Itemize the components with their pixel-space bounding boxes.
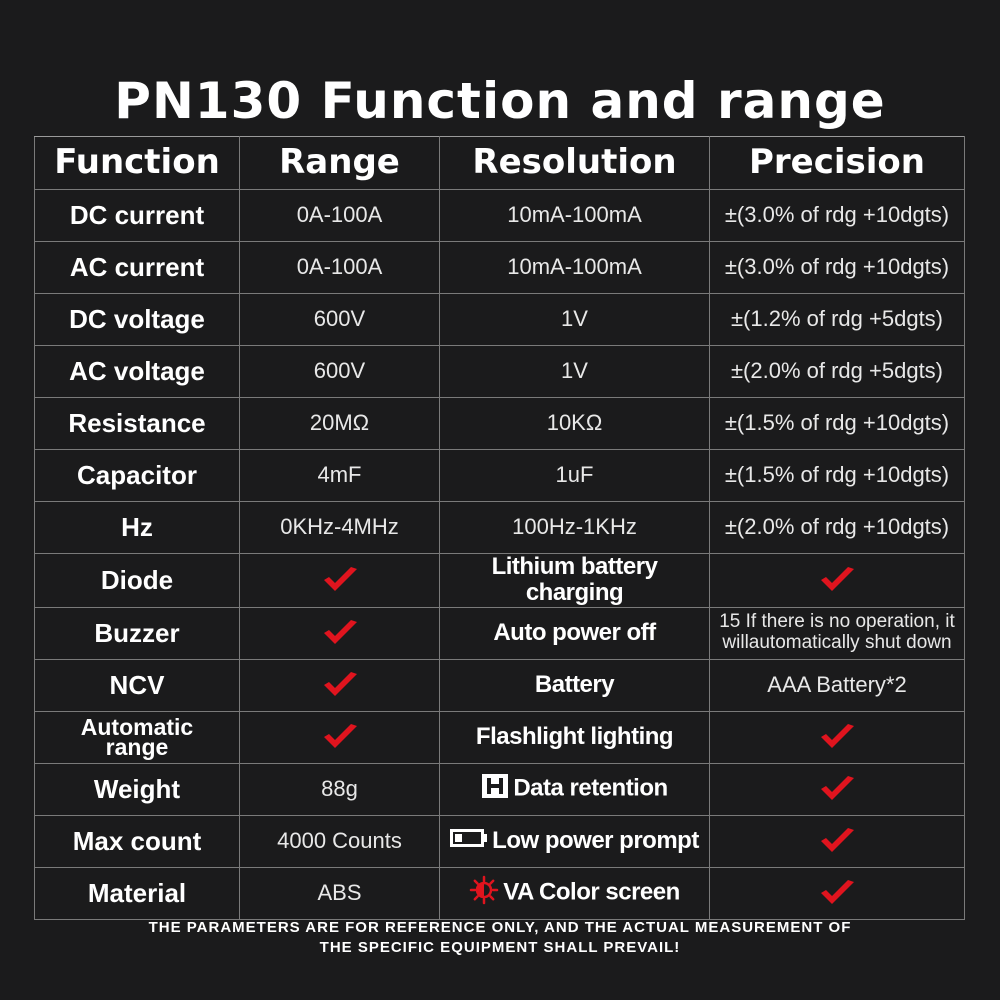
feature-cell: Flashlight lighting: [439, 710, 710, 764]
function-cell: Max count: [34, 814, 240, 868]
page-title: PN130 Function and range: [114, 72, 886, 130]
feature-label: Data retention: [513, 774, 668, 802]
function-cell: Capacitor: [34, 449, 240, 502]
precision-cell: ±(1.2% of rdg +5dgts): [709, 293, 965, 346]
precision-cell: ±(2.0% of rdg +5dgts): [709, 345, 965, 398]
disclaimer-line: THE SPECIFIC EQUIPMENT SHALL PREVAIL!: [319, 939, 681, 956]
feature-cell: Low power prompt: [439, 814, 710, 868]
resolution-cell: 10mA-100mA: [439, 189, 710, 242]
range-cell: 0A-100A: [239, 189, 440, 242]
resolution-cell: 10KΩ: [439, 397, 710, 450]
header-range: Range: [239, 136, 440, 190]
value-cell: AAA Battery*2: [709, 658, 965, 712]
table-row: Material ABS: [34, 866, 965, 920]
table-row: Capacitor 4mF 1uF ±(1.5% of rdg +10dgts): [34, 449, 965, 502]
resolution-cell: 1V: [439, 345, 710, 398]
resolution-cell: 1V: [439, 293, 710, 346]
resolution-cell: 100Hz-1KHz: [439, 501, 710, 554]
checkmark-icon: [817, 565, 857, 595]
range-cell: 600V: [239, 345, 440, 398]
disclaimer: THE PARAMETERS ARE FOR REFERENCE ONLY, A…: [0, 918, 1000, 958]
header-precision: Precision: [709, 136, 965, 190]
value-cell: 15 If there is no operation, it willauto…: [709, 606, 965, 660]
function-cell: AC voltage: [34, 345, 240, 398]
spec-table: Function Range Resolution Precision DC c…: [34, 136, 965, 920]
checkmark-icon: [320, 722, 360, 752]
feature-cell: VA Color screen: [439, 866, 710, 920]
header-function: Function: [34, 136, 240, 190]
hold-icon: [481, 773, 509, 805]
disclaimer-line: THE PARAMETERS ARE FOR REFERENCE ONLY, A…: [148, 919, 852, 936]
value-line: willautomatically shut down: [722, 632, 952, 654]
table-row: DC current 0A-100A 10mA-100mA ±(3.0% of …: [34, 189, 965, 242]
range-cell: 4mF: [239, 449, 440, 502]
function-cell: Automatic range: [34, 710, 240, 764]
feature-cell: Auto power off: [439, 606, 710, 660]
brightness-icon: [469, 875, 499, 911]
function-cell: Material: [34, 866, 240, 920]
function-cell: DC current: [34, 189, 240, 242]
function-cell: NCV: [34, 658, 240, 712]
function-cell: Resistance: [34, 397, 240, 450]
table-header-row: Function Range Resolution Precision: [34, 136, 965, 190]
range-cell: 0A-100A: [239, 241, 440, 294]
checkmark-icon: [817, 774, 857, 804]
range-cell: 600V: [239, 293, 440, 346]
range-cell: ABS: [239, 866, 440, 920]
precision-cell: ±(3.0% of rdg +10dgts): [709, 189, 965, 242]
resolution-cell: 10mA-100mA: [439, 241, 710, 294]
table-row: DC voltage 600V 1V ±(1.2% of rdg +5dgts): [34, 293, 965, 346]
table-row: AC current 0A-100A 10mA-100mA ±(3.0% of …: [34, 241, 965, 294]
checkmark-icon: [320, 618, 360, 648]
table-row: Buzzer Auto power off 15 If there is no …: [34, 606, 965, 660]
function-cell: Weight: [34, 762, 240, 816]
function-cell: AC current: [34, 241, 240, 294]
table-row: Diode Lithium battery charging: [34, 553, 965, 608]
header-resolution: Resolution: [439, 136, 710, 190]
checkmark-icon: [320, 670, 360, 700]
value-line: 15 If there is no operation, it: [719, 611, 955, 633]
value-cell: [709, 710, 965, 764]
function-cell: Buzzer: [34, 606, 240, 660]
checkmark-icon: [817, 878, 857, 908]
table-row: Hz 0KHz-4MHz 100Hz-1KHz ±(2.0% of rdg +1…: [34, 501, 965, 554]
table-row: NCV Battery AAA Battery*2: [34, 658, 965, 712]
table-row: Weight 88g Data retention: [34, 762, 965, 816]
function-cell: Diode: [34, 553, 240, 608]
table-row: AC voltage 600V 1V ±(2.0% of rdg +5dgts): [34, 345, 965, 398]
value-cell: [709, 553, 965, 608]
feature-label: VA Color screen: [503, 878, 680, 906]
function-line: range: [105, 734, 169, 761]
precision-cell: ±(1.5% of rdg +10dgts): [709, 397, 965, 450]
precision-cell: ±(3.0% of rdg +10dgts): [709, 241, 965, 294]
checkmark-icon: [817, 826, 857, 856]
table-row: Resistance 20MΩ 10KΩ ±(1.5% of rdg +10dg…: [34, 397, 965, 450]
precision-cell: ±(2.0% of rdg +10dgts): [709, 501, 965, 554]
checkmark-icon: [817, 722, 857, 752]
function-line: Automatic: [80, 713, 194, 740]
feature-label: Low power prompt: [492, 826, 699, 854]
resolution-cell: 1uF: [439, 449, 710, 502]
range-cell: [239, 658, 440, 712]
checkmark-icon: [320, 565, 360, 595]
precision-cell: ±(1.5% of rdg +10dgts): [709, 449, 965, 502]
range-cell: 0KHz-4MHz: [239, 501, 440, 554]
range-cell: [239, 553, 440, 608]
table-row: Max count 4000 Counts Low power prompt: [34, 814, 965, 868]
feature-cell: Battery: [439, 658, 710, 712]
range-cell: 4000 Counts: [239, 814, 440, 868]
function-cell: DC voltage: [34, 293, 240, 346]
function-cell: Hz: [34, 501, 240, 554]
value-cell: [709, 866, 965, 920]
range-cell: 20MΩ: [239, 397, 440, 450]
feature-cell: Data retention: [439, 762, 710, 816]
table-row: Automatic range Flashlight lighting: [34, 710, 965, 764]
range-cell: 88g: [239, 762, 440, 816]
range-cell: [239, 606, 440, 660]
value-cell: [709, 762, 965, 816]
value-cell: [709, 814, 965, 868]
feature-cell: Lithium battery charging: [439, 553, 710, 608]
range-cell: [239, 710, 440, 764]
battery-low-icon: [450, 828, 488, 854]
